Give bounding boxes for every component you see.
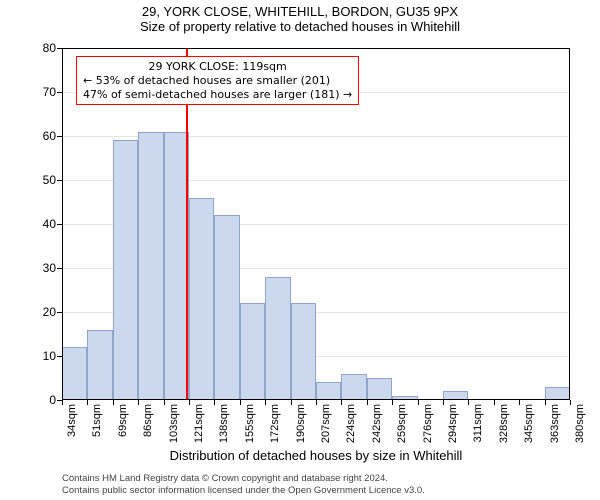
- y-tick-mark: [57, 48, 62, 49]
- x-tick-mark: [367, 400, 368, 405]
- histogram-bar: [87, 330, 112, 400]
- x-tick-mark: [392, 400, 393, 405]
- main-title: 29, YORK CLOSE, WHITEHILL, BORDON, GU35 …: [0, 4, 600, 19]
- x-tick-label: 172sqm: [269, 404, 281, 454]
- x-tick-mark: [87, 400, 88, 405]
- y-tick-label: 0: [16, 393, 56, 407]
- y-tick-label: 40: [16, 217, 56, 231]
- x-tick-label: 294sqm: [447, 404, 459, 454]
- x-tick-mark: [418, 400, 419, 405]
- histogram-bar: [189, 198, 214, 400]
- y-tick-label: 80: [16, 41, 56, 55]
- y-tick-mark: [57, 312, 62, 313]
- x-tick-label: 328sqm: [498, 404, 510, 454]
- x-tick-mark: [291, 400, 292, 405]
- histogram-bar: [367, 378, 392, 400]
- x-tick-label: 259sqm: [396, 404, 408, 454]
- y-tick-label: 30: [16, 261, 56, 275]
- x-tick-mark: [468, 400, 469, 405]
- y-tick-mark: [57, 356, 62, 357]
- x-tick-label: 190sqm: [295, 404, 307, 454]
- y-tick-mark: [57, 136, 62, 137]
- x-tick-label: 224sqm: [345, 404, 357, 454]
- x-tick-label: 242sqm: [371, 404, 383, 454]
- histogram-bar: [291, 303, 316, 400]
- license-line-2: Contains public sector information licen…: [62, 485, 570, 496]
- y-tick-mark: [57, 180, 62, 181]
- x-tick-mark: [519, 400, 520, 405]
- x-tick-mark: [494, 400, 495, 405]
- x-tick-label: 311sqm: [472, 404, 484, 454]
- x-tick-mark: [240, 400, 241, 405]
- x-tick-label: 155sqm: [244, 404, 256, 454]
- histogram-bar: [443, 391, 468, 400]
- x-tick-label: 103sqm: [168, 404, 180, 454]
- x-tick-label: 207sqm: [320, 404, 332, 454]
- y-tick-label: 20: [16, 305, 56, 319]
- histogram-bar: [265, 277, 290, 400]
- annotation-line: 47% of semi-detached houses are larger (…: [83, 88, 352, 102]
- x-tick-label: 363sqm: [549, 404, 561, 454]
- histogram-bar: [113, 140, 138, 400]
- x-tick-mark: [341, 400, 342, 405]
- annotation-line: 29 YORK CLOSE: 119sqm: [83, 60, 352, 74]
- annotation-line: ← 53% of detached houses are smaller (20…: [83, 74, 352, 88]
- y-tick-mark: [57, 224, 62, 225]
- x-tick-label: 86sqm: [142, 404, 154, 454]
- plot-area: 29 YORK CLOSE: 119sqm← 53% of detached h…: [62, 48, 570, 400]
- license-line-1: Contains HM Land Registry data © Crown c…: [62, 473, 570, 484]
- x-tick-label: 138sqm: [218, 404, 230, 454]
- y-tick-label: 50: [16, 173, 56, 187]
- x-tick-mark: [316, 400, 317, 405]
- histogram-bar: [62, 347, 87, 400]
- x-tick-mark: [443, 400, 444, 405]
- histogram-bar: [214, 215, 239, 400]
- x-tick-label: 34sqm: [66, 404, 78, 454]
- histogram-bar: [341, 374, 366, 400]
- histogram-bar: [316, 382, 341, 400]
- x-tick-label: 121sqm: [193, 404, 205, 454]
- title-block: 29, YORK CLOSE, WHITEHILL, BORDON, GU35 …: [0, 4, 600, 34]
- y-tick-label: 70: [16, 85, 56, 99]
- histogram-bar: [240, 303, 265, 400]
- histogram-bar: [392, 396, 417, 400]
- x-tick-mark: [62, 400, 63, 405]
- x-tick-mark: [265, 400, 266, 405]
- histogram-bar: [545, 387, 570, 400]
- x-tick-mark: [570, 400, 571, 405]
- x-tick-mark: [189, 400, 190, 405]
- x-tick-label: 276sqm: [422, 404, 434, 454]
- x-axis-title: Distribution of detached houses by size …: [62, 448, 570, 463]
- x-tick-mark: [545, 400, 546, 405]
- x-tick-label: 380sqm: [574, 404, 586, 454]
- y-tick-label: 60: [16, 129, 56, 143]
- x-tick-mark: [138, 400, 139, 405]
- x-tick-label: 51sqm: [91, 404, 103, 454]
- x-tick-label: 69sqm: [117, 404, 129, 454]
- x-tick-label: 345sqm: [523, 404, 535, 454]
- y-tick-label: 10: [16, 349, 56, 363]
- histogram-bar: [138, 132, 163, 400]
- x-tick-mark: [164, 400, 165, 405]
- y-tick-mark: [57, 268, 62, 269]
- annotation-box: 29 YORK CLOSE: 119sqm← 53% of detached h…: [76, 56, 359, 105]
- chart-container: 29, YORK CLOSE, WHITEHILL, BORDON, GU35 …: [0, 0, 600, 500]
- x-tick-mark: [113, 400, 114, 405]
- license-text: Contains HM Land Registry data © Crown c…: [62, 473, 570, 496]
- y-tick-mark: [57, 92, 62, 93]
- sub-title: Size of property relative to detached ho…: [0, 19, 600, 34]
- x-tick-mark: [214, 400, 215, 405]
